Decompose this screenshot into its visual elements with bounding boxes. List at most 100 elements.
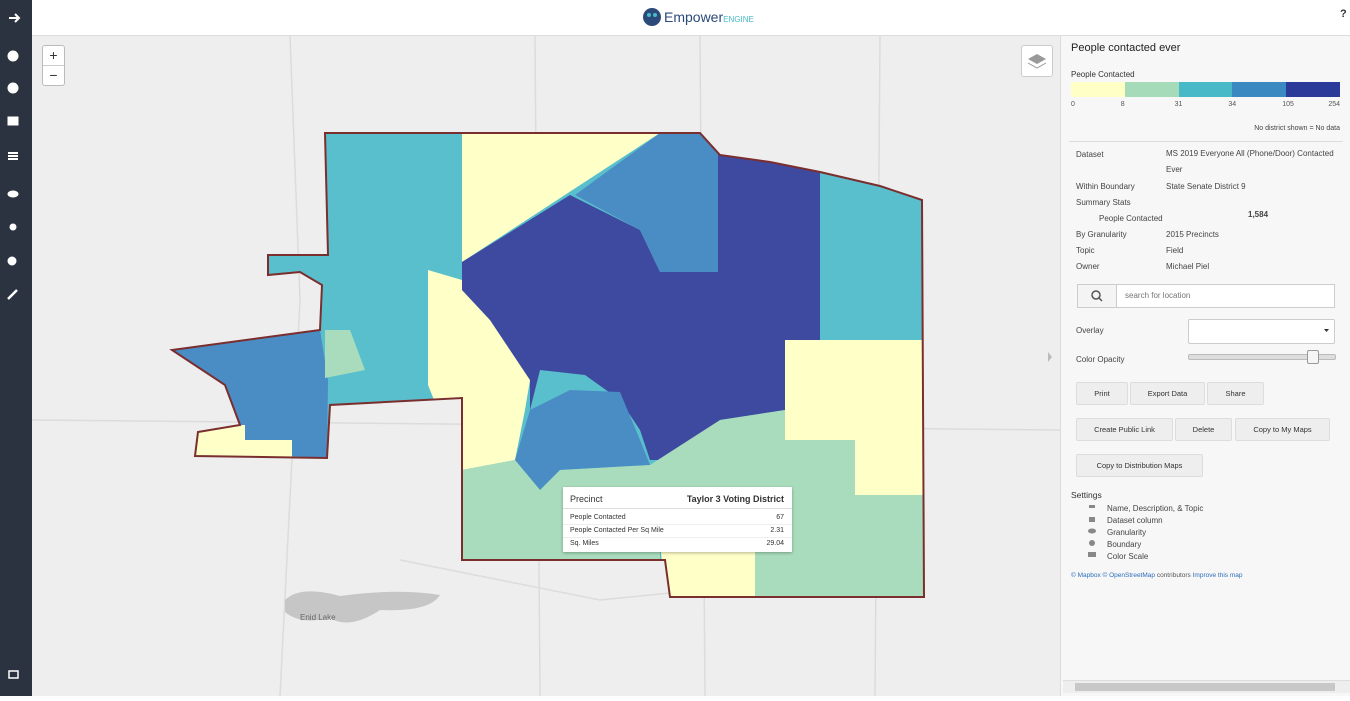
search-placeholder: search for location — [1125, 291, 1191, 300]
opacity-label: Color Opacity — [1076, 355, 1125, 364]
detail-value: 2015 Precincts — [1166, 230, 1219, 239]
detail-value: MS 2019 Everyone All (Phone/Door) Contac… — [1166, 149, 1334, 174]
detail-label: By Granularity — [1076, 230, 1127, 239]
detail-label: Summary Stats — [1076, 198, 1131, 207]
districts — [172, 133, 924, 597]
stat-label: People Contacted — [1099, 214, 1163, 223]
logo: EmpowerENGINE — [664, 9, 754, 25]
detail-value: Michael Piel — [1166, 262, 1210, 271]
divider — [563, 524, 792, 525]
search-box[interactable]: search for location — [1077, 284, 1335, 308]
row-value: 2.31 — [770, 527, 784, 534]
legend-break: 105 — [1282, 101, 1294, 108]
divider — [563, 508, 792, 509]
divider — [563, 537, 792, 538]
attribution-link[interactable]: © Mapbox © OpenStreetMap — [1071, 572, 1156, 579]
legend-break: 31 — [1174, 101, 1183, 108]
sidebar-icons — [7, 13, 21, 679]
legend-title: People Contacted — [1071, 70, 1135, 79]
settings-item[interactable]: Boundary — [1107, 540, 1142, 549]
map-canvas: Enid Lake — [32, 36, 1060, 696]
detail-label: Topic — [1076, 246, 1095, 255]
tooltip-title: Taylor 3 Voting District — [686, 494, 784, 504]
tooltip-label: Precinct — [570, 494, 603, 504]
public-link-button[interactable]: Create Public Link — [1076, 418, 1173, 441]
legend-swatch — [1286, 82, 1340, 97]
settings-item[interactable]: Dataset column — [1107, 516, 1163, 525]
settings-icons — [1088, 505, 1096, 557]
user-icon[interactable] — [9, 223, 17, 231]
copy-distribution-button[interactable]: Copy to Distribution Maps — [1076, 454, 1203, 477]
eye-icon[interactable] — [7, 190, 19, 198]
dashboard-icon[interactable] — [7, 50, 19, 62]
layers-icon — [1027, 54, 1047, 69]
detail-label: Owner — [1076, 262, 1100, 271]
legend-break: 254 — [1328, 101, 1340, 108]
attribution-text: contributors — [1156, 572, 1191, 579]
opacity-slider[interactable] — [1188, 350, 1336, 364]
settings-title: Settings — [1071, 490, 1102, 500]
legend-break: 34 — [1228, 101, 1237, 108]
lake — [285, 591, 440, 623]
export-button[interactable]: Export Data — [1130, 382, 1205, 405]
legend-swatch — [1124, 82, 1179, 97]
row-label: People Contacted — [570, 514, 626, 521]
zoom-in[interactable]: + — [43, 46, 64, 66]
logo-main: Empower — [664, 9, 724, 25]
layers-button[interactable] — [1021, 45, 1053, 77]
expand-icon[interactable] — [9, 13, 21, 23]
row-value: 29.04 — [766, 540, 784, 547]
tooltip: Precinct Taylor 3 Voting District People… — [563, 487, 792, 552]
panel-title: People contacted ever — [1071, 42, 1181, 54]
legend: 0 8 31 34 105 254 — [1071, 82, 1340, 112]
row-label: Sq. Miles — [570, 540, 599, 547]
zoom-out[interactable]: − — [49, 67, 58, 83]
mail-icon[interactable] — [8, 670, 19, 679]
print-button[interactable]: Print — [1076, 382, 1128, 405]
legend-swatch — [1178, 82, 1233, 97]
caret — [1324, 329, 1329, 332]
overlay-label: Overlay — [1076, 326, 1104, 335]
list-icon[interactable] — [8, 152, 18, 160]
side-panel: People contacted ever People Contacted 0… — [1060, 36, 1350, 696]
overlay-select[interactable] — [1188, 319, 1335, 344]
improve-link[interactable]: Improve this map — [1192, 572, 1243, 579]
legend-break: 0 — [1071, 101, 1075, 108]
globe-icon[interactable] — [7, 82, 19, 94]
delete-button[interactable]: Delete — [1175, 418, 1232, 441]
search-icon — [1091, 290, 1103, 302]
detail-value: State Senate District 9 — [1166, 182, 1246, 191]
scroll-thumb[interactable] — [1075, 683, 1335, 691]
search-button[interactable] — [1078, 285, 1117, 307]
help-button[interactable]: ? — [1340, 8, 1347, 20]
detail-label: Dataset — [1076, 150, 1104, 159]
wrench-icon[interactable] — [7, 289, 18, 300]
stat-value: 1,584 — [1248, 210, 1269, 219]
settings-item[interactable]: Granularity — [1107, 528, 1147, 537]
sidebar — [0, 0, 32, 696]
copy-my-maps-button[interactable]: Copy to My Maps — [1235, 418, 1330, 441]
attribution: © Mapbox © OpenStreetMap contributors Im… — [1071, 572, 1242, 579]
divider — [1069, 141, 1343, 142]
slider-handle[interactable] — [1307, 350, 1319, 364]
cogs-icon[interactable] — [7, 256, 17, 266]
header: EmpowerENGINE ? — [32, 0, 1350, 36]
legend-swatch — [1232, 82, 1287, 97]
row-label: People Contacted Per Sq Mile — [570, 527, 664, 534]
folder-icon[interactable] — [7, 116, 19, 126]
detail-value: Field — [1166, 246, 1184, 255]
map[interactable]: Enid Lake + − Precinct Taylor 3 Voting D… — [32, 36, 1060, 696]
collapse-arrow[interactable] — [1048, 352, 1052, 362]
lake-label: Enid Lake — [300, 613, 336, 622]
settings-item[interactable]: Name, Description, & Topic — [1107, 504, 1204, 513]
legend-note: No district shown = No data — [1254, 125, 1340, 132]
legend-break: 8 — [1120, 101, 1125, 108]
legend-swatch — [1071, 82, 1125, 97]
share-button[interactable]: Share — [1207, 382, 1264, 405]
scrollbar[interactable] — [1063, 680, 1350, 693]
settings-item[interactable]: Color Scale — [1107, 552, 1149, 561]
logo-sub: ENGINE — [723, 15, 754, 24]
zoom-control: + − — [42, 45, 65, 86]
logo-icon — [643, 8, 661, 26]
